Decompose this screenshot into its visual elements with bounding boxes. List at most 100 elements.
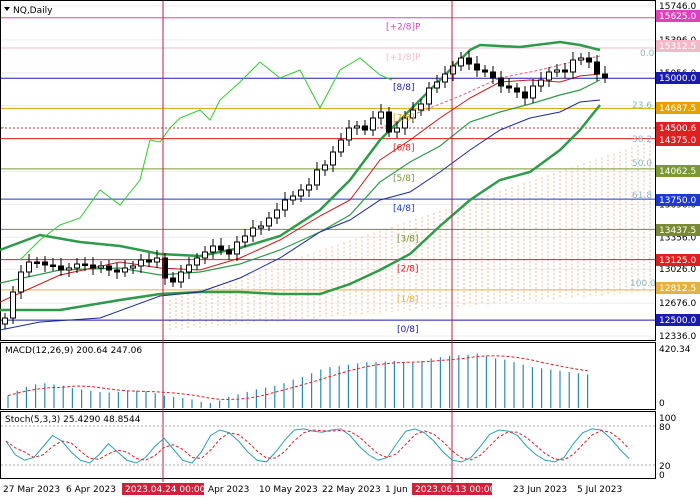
fib-label: 23.6: [632, 101, 652, 111]
price-badge-label: 12500.0: [659, 316, 696, 326]
candle-body[interactable]: [34, 261, 40, 264]
candle-body[interactable]: [26, 261, 32, 273]
candle-body[interactable]: [426, 87, 432, 105]
candle-body[interactable]: [290, 195, 296, 201]
candle-body[interactable]: [370, 117, 376, 131]
candle-body[interactable]: [58, 265, 64, 271]
candle-body[interactable]: [482, 69, 488, 73]
price-badge-label: 12812.5: [659, 284, 696, 294]
candle-body[interactable]: [66, 267, 72, 271]
price-badge-label: 13750.0: [659, 196, 696, 206]
candle-body[interactable]: [442, 73, 448, 83]
candle-body[interactable]: [562, 69, 568, 73]
candle-body[interactable]: [90, 264, 96, 269]
candle-body[interactable]: [434, 81, 440, 89]
candle-body[interactable]: [378, 111, 384, 119]
candle-body[interactable]: [570, 59, 576, 73]
candle-body[interactable]: [330, 151, 336, 166]
candle-body[interactable]: [82, 263, 88, 266]
candle-body[interactable]: [194, 257, 200, 266]
candle-body[interactable]: [490, 71, 496, 79]
candle-body[interactable]: [274, 209, 280, 219]
candle-body[interactable]: [298, 189, 304, 197]
time-highlight-label-2: 2023.06.13 00:00: [415, 485, 496, 495]
candle-body[interactable]: [362, 125, 368, 131]
candle-body[interactable]: [498, 77, 504, 87]
candle-body[interactable]: [586, 57, 592, 63]
candle-body[interactable]: [410, 109, 416, 119]
price-badge-label: 14375.0: [659, 136, 696, 146]
candle-body[interactable]: [346, 127, 352, 141]
candle-body[interactable]: [234, 241, 240, 255]
candle-body[interactable]: [130, 265, 136, 269]
candle-body[interactable]: [242, 235, 248, 243]
candle-body[interactable]: [554, 69, 560, 73]
candle-body[interactable]: [122, 267, 128, 273]
candle-body[interactable]: [338, 139, 344, 153]
candle-body[interactable]: [18, 271, 24, 293]
candle-body[interactable]: [170, 277, 176, 283]
candle-body[interactable]: [202, 251, 208, 259]
price-badge: [656, 102, 700, 114]
candle-body[interactable]: [322, 164, 328, 171]
triangle-down-icon: [4, 7, 10, 11]
time-label: 6 Apr 2023: [66, 485, 116, 495]
candle-body[interactable]: [418, 103, 424, 111]
price-badge-label: 14062.5: [659, 167, 696, 177]
candlesticks[interactable]: [2, 51, 608, 329]
fib-label: 38.2: [632, 135, 652, 145]
candle-body[interactable]: [354, 125, 360, 129]
candle-body[interactable]: [386, 111, 392, 133]
stoch-label: Stoch(5,3,3) 25.4290 48.8544: [5, 415, 141, 425]
candle-body[interactable]: [450, 65, 456, 75]
candle-body[interactable]: [314, 169, 320, 186]
candle-body[interactable]: [466, 57, 472, 65]
candle-body[interactable]: [98, 265, 104, 269]
candle-body[interactable]: [306, 184, 312, 191]
candle-body[interactable]: [282, 199, 288, 211]
candle-body[interactable]: [74, 263, 80, 269]
candle-body[interactable]: [114, 269, 120, 273]
candle-body[interactable]: [402, 117, 408, 129]
candle-body[interactable]: [506, 85, 512, 89]
candle-body[interactable]: [50, 264, 56, 267]
price-badge: [656, 224, 700, 236]
murrey-labels: [+2/8]P [+1/8]P [8/8] [7/8] [6/8] [5/8] [4/8] […: [386, 23, 421, 335]
candle-body[interactable]: [250, 227, 256, 237]
candle-body[interactable]: [394, 127, 400, 133]
time-highlight-2: [412, 483, 492, 495]
candle-body[interactable]: [530, 85, 536, 99]
candle-body[interactable]: [522, 91, 528, 99]
candle-body[interactable]: [2, 317, 8, 325]
candle-body[interactable]: [146, 259, 152, 263]
candle-body[interactable]: [578, 57, 584, 61]
candle-body[interactable]: [186, 264, 192, 273]
candle-body[interactable]: [594, 61, 600, 75]
candle-body[interactable]: [458, 57, 464, 67]
candle-body[interactable]: [514, 87, 520, 93]
candle-body[interactable]: [218, 245, 224, 251]
price-tick: 12676.0: [659, 299, 696, 309]
candle-body[interactable]: [178, 271, 184, 283]
candle-body[interactable]: [10, 291, 16, 319]
price-badge: [656, 10, 700, 22]
candle-body[interactable]: [266, 217, 272, 227]
candle-body[interactable]: [42, 261, 48, 266]
candle-body[interactable]: [602, 73, 608, 79]
candle-body[interactable]: [258, 225, 264, 229]
candle-body[interactable]: [474, 63, 480, 71]
candle-body[interactable]: [138, 259, 144, 267]
time-label: 22 May 2023: [322, 485, 381, 495]
candle-body[interactable]: [538, 79, 544, 87]
overlay-green-line: [19, 57, 393, 261]
candle-body[interactable]: [154, 257, 160, 263]
candle-body[interactable]: [226, 249, 232, 255]
candle-body[interactable]: [106, 265, 112, 271]
time-label: Apr 2023: [208, 485, 249, 495]
price-tick: 13026.0: [659, 265, 696, 275]
candle-body[interactable]: [546, 71, 552, 81]
candle-body[interactable]: [210, 245, 216, 253]
murrey-label: [0/8]: [397, 325, 419, 335]
bollinger-middle: [0, 79, 601, 284]
